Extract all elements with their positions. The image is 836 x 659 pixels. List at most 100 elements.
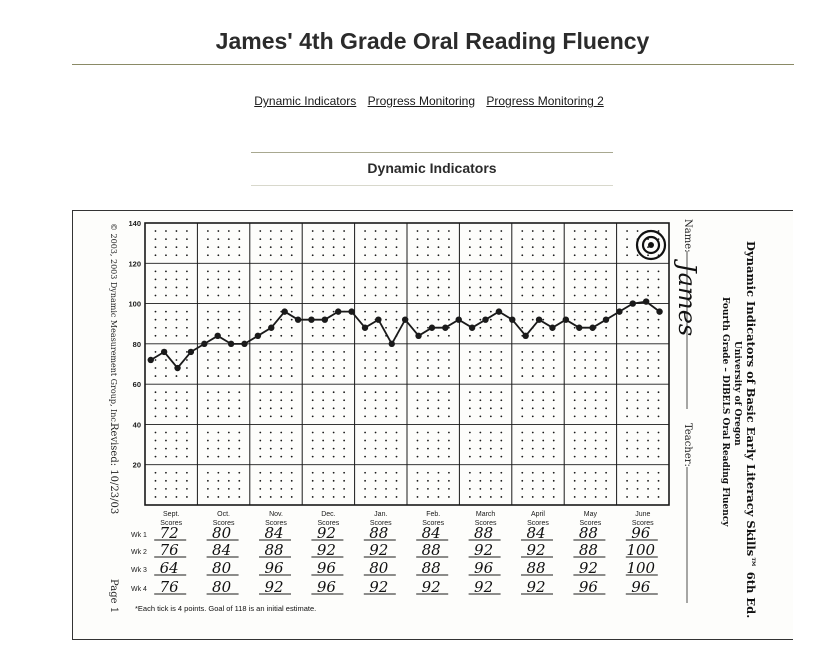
grid-dot: [175, 318, 178, 321]
grid-dot: [626, 351, 628, 353]
grid-dot: [416, 496, 419, 498]
grid-dot: [385, 310, 387, 313]
nav-link-progress-monitoring-2[interactable]: Progress Monitoring 2: [486, 94, 604, 108]
data-point: [214, 332, 221, 339]
handwritten-score: 80: [212, 559, 232, 577]
data-point: [308, 316, 315, 323]
handwritten-score: 88: [579, 541, 598, 559]
grid-dot: [374, 487, 377, 490]
grid-dot: [584, 254, 587, 257]
handwritten-score: 96: [317, 559, 337, 577]
grid-dot: [395, 496, 398, 498]
grid-dot: [552, 439, 555, 442]
grid-dot: [500, 471, 503, 474]
grid-dot: [542, 230, 545, 232]
grid-dot: [468, 431, 471, 434]
grid-dot: [343, 431, 346, 434]
data-points: [147, 298, 663, 372]
grid-dot: [552, 399, 555, 402]
grid-dot: [489, 431, 492, 434]
grid-dot: [448, 359, 450, 361]
grid-dot: [489, 471, 492, 474]
grid-dot: [322, 375, 325, 377]
nav-link-progress-monitoring[interactable]: Progress Monitoring: [367, 94, 476, 108]
grid-dot: [165, 359, 167, 361]
grid-dot: [594, 487, 597, 490]
grid-dot: [626, 294, 628, 297]
grid-dot: [626, 415, 628, 418]
grid-dot: [332, 230, 335, 232]
grid-dot: [657, 399, 660, 402]
grid-dot: [489, 367, 492, 369]
grid-dot: [280, 487, 283, 490]
grid-dot: [259, 310, 262, 313]
grid-dot: [227, 359, 230, 361]
grid-dot: [542, 334, 545, 337]
grid-dot: [489, 487, 492, 490]
grid-dot: [290, 246, 293, 249]
grid-dot: [626, 318, 628, 321]
grid-dot: [531, 447, 534, 450]
grid-dot: [552, 318, 555, 321]
grid-dot: [238, 246, 241, 249]
grid-dot: [448, 270, 450, 273]
grid-dot: [238, 431, 241, 434]
grid-dot: [343, 391, 346, 394]
grid-dot: [217, 415, 220, 418]
grid-dot: [290, 439, 293, 442]
grid-dot: [395, 455, 398, 458]
grid-dot: [259, 359, 262, 361]
grid-dot: [280, 246, 283, 249]
grid-dot: [573, 310, 576, 313]
grid-dot: [322, 310, 325, 313]
grid-dot: [542, 310, 545, 313]
grid-dot: [626, 431, 628, 434]
grid-dot: [521, 238, 524, 241]
grid-dot: [542, 367, 545, 369]
grid-dot: [531, 407, 534, 410]
grid-dot: [416, 278, 419, 281]
nav-link-dynamic-indicators[interactable]: Dynamic Indicators: [254, 94, 357, 108]
grid-dot: [427, 359, 429, 361]
grid-dot: [521, 471, 524, 474]
grid-dot: [217, 375, 220, 377]
data-point: [187, 348, 195, 356]
grid-dot: [217, 479, 220, 482]
grid-dot: [437, 359, 440, 361]
grid-dot: [374, 334, 377, 337]
grid-dot: [395, 375, 398, 377]
grid-dot: [584, 399, 587, 402]
grid-dot: [259, 238, 262, 241]
grid-dot: [332, 471, 335, 474]
grid-dot: [468, 455, 471, 458]
grid-dot: [448, 431, 450, 434]
grid-dot: [468, 359, 471, 361]
grid-dot: [437, 351, 440, 353]
grid-dot: [206, 455, 209, 458]
grid-dot: [343, 246, 346, 249]
grid-dot: [343, 455, 346, 458]
grid-dot: [647, 487, 649, 490]
grid-dot: [427, 487, 429, 490]
grid-dot: [311, 367, 314, 369]
grid-dot: [290, 318, 293, 321]
grid-dot: [175, 479, 178, 482]
grid-dot: [605, 375, 608, 377]
grid-dot: [374, 294, 377, 297]
grid-dot: [542, 471, 545, 474]
grid-dot: [573, 487, 576, 490]
grid-dot: [154, 286, 157, 289]
grid-dot: [427, 496, 429, 498]
grid-dot: [657, 391, 660, 394]
grid-dot: [175, 310, 178, 313]
grid-dot: [626, 246, 628, 249]
grid-dot: [238, 318, 241, 321]
grid-dot: [364, 230, 366, 232]
grid-dot: [238, 471, 241, 474]
grid-dot: [479, 286, 482, 289]
month-sublabel: Scores: [213, 520, 235, 527]
grid-dot: [416, 439, 419, 442]
grid-dot: [154, 326, 157, 329]
grid-dot: [594, 496, 597, 498]
grid-dot: [500, 479, 503, 482]
